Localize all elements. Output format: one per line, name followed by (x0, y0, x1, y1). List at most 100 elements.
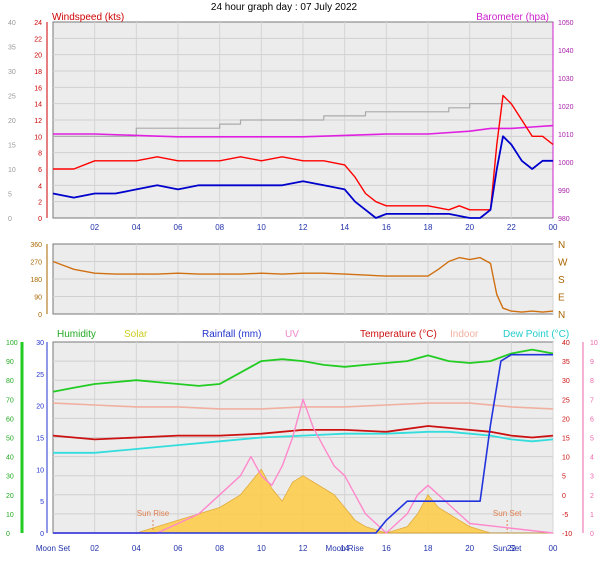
summary-x-tick: 22 (507, 544, 516, 553)
uv-tick: 6 (590, 416, 594, 423)
wind-x-tick: 02 (90, 223, 99, 232)
barometer-tick: 990 (558, 188, 570, 195)
legend-humidity: Humidity (57, 329, 96, 340)
temperature-tick: 20 (562, 416, 570, 423)
wind-x-tick: 10 (257, 223, 266, 232)
temperature-tick: 10 (562, 455, 570, 462)
uv-tick: 1 (590, 512, 594, 519)
barometer-tick: 1010 (558, 132, 574, 139)
temperature-tick: 0 (562, 493, 566, 500)
outer-scale-tick: 15 (8, 143, 16, 150)
legend-dew-point: Dew Point (°C) (503, 329, 569, 340)
compass-label: N (558, 240, 565, 251)
windspeed-series-line (53, 94, 554, 211)
temperature-tick: 5 (562, 474, 566, 481)
legend-rainfall: Rainfall (mm) (202, 329, 261, 340)
astronomy-x-label: Moon Set (36, 544, 71, 553)
uv-tick: 7 (590, 397, 594, 404)
wind-x-tick: 18 (424, 223, 433, 232)
temperature-tick: 15 (562, 436, 570, 443)
summary-x-tick: 02 (90, 544, 99, 553)
summary-x-tick: 10 (257, 544, 266, 553)
legend-uv: UV (285, 329, 299, 340)
windspeed-tick: 18 (34, 69, 42, 76)
wind-x-tick: 16 (382, 223, 391, 232)
summary-x-tick: 14 (340, 544, 349, 553)
uv-tick: 4 (590, 455, 594, 462)
humidity-tick: 30 (6, 474, 14, 481)
wind-direction-series-line (52, 256, 554, 313)
temperature-tick: -10 (562, 531, 572, 538)
outer-scale-tick: 10 (8, 167, 16, 174)
sun-event-label: Sun Rise (137, 509, 170, 518)
humidity-series-line (52, 348, 554, 393)
barometer-tick: 1050 (558, 20, 574, 27)
uv-tick: 8 (590, 378, 594, 385)
wind-x-tick: 20 (465, 223, 474, 232)
wind-x-tick: 08 (215, 223, 224, 232)
direction-tick: 270 (30, 260, 42, 267)
outer-scale-tick: 20 (8, 118, 16, 125)
wind-x-tick: 14 (340, 223, 349, 232)
humidity-tick: 90 (6, 359, 14, 366)
temperature-tick: 30 (562, 378, 570, 385)
summary-x-tick: 04 (132, 544, 141, 553)
summary-x-tick: 00 (549, 544, 558, 553)
direction-tick: 180 (30, 277, 42, 284)
summary-x-tick: 18 (424, 544, 433, 553)
compass-label: N (558, 310, 565, 321)
rainfall-tick: 5 (40, 499, 44, 506)
solar-area (53, 468, 553, 534)
wind-x-tick: 00 (549, 223, 558, 232)
windspeed-tick: 10 (34, 134, 42, 141)
wind-x-tick: 06 (174, 223, 183, 232)
outer-scale-tick: 25 (8, 94, 16, 101)
rainfall-tick: 15 (36, 436, 44, 443)
barometer-axis-label: Barometer (hpa) (476, 12, 549, 23)
rainfall-tick: 30 (36, 340, 44, 347)
rainfall-series-line (53, 353, 553, 534)
barometer-tick: 1040 (558, 48, 574, 55)
windspeed-tick: 8 (38, 151, 42, 158)
direction-tick: 90 (34, 295, 42, 302)
humidity-tick: 50 (6, 436, 14, 443)
windspeed-tick: 16 (34, 85, 42, 92)
barometer-series-line (53, 124, 554, 138)
summary-x-tick: 06 (174, 544, 183, 553)
uv-tick: 10 (590, 340, 598, 347)
compass-label: W (558, 258, 568, 269)
gust-series-line (53, 103, 512, 137)
uv-tick: 9 (590, 359, 594, 366)
average-wind-series-line (52, 135, 553, 219)
outer-scale-tick: 35 (8, 45, 16, 52)
windspeed-tick: 12 (34, 118, 42, 125)
windspeed-tick: 0 (38, 216, 42, 223)
uv-tick: 3 (590, 474, 594, 481)
direction-tick: 0 (38, 312, 42, 319)
wind-x-tick: 22 (507, 223, 516, 232)
legend-indoor: Indoor (450, 329, 479, 340)
outer-scale-tick: 5 (8, 192, 12, 199)
rainfall-tick: 20 (36, 404, 44, 411)
barometer-tick: 1020 (558, 104, 574, 111)
temperature-series-line (52, 425, 554, 441)
direction-tick: 360 (30, 242, 42, 249)
summary-x-tick: 20 (465, 544, 474, 553)
summary-x-tick: 16 (382, 544, 391, 553)
wind-x-tick: 12 (299, 223, 308, 232)
dew-point-series-line (53, 430, 554, 454)
humidity-tick: 100 (6, 340, 18, 347)
wind-x-tick: 04 (132, 223, 141, 232)
humidity-tick: 80 (6, 378, 14, 385)
barometer-tick: 980 (558, 216, 570, 223)
humidity-tick: 60 (6, 416, 14, 423)
barometer-tick: 1000 (558, 160, 574, 167)
rainfall-tick: 0 (40, 531, 44, 538)
temperature-tick: 40 (562, 340, 570, 347)
wind-barometer-panel: 0246810121416182022249809901000101010201… (8, 20, 574, 232)
rainfall-tick: 10 (36, 467, 44, 474)
summary-x-tick: 08 (215, 544, 224, 553)
uv-series-line (53, 398, 554, 534)
